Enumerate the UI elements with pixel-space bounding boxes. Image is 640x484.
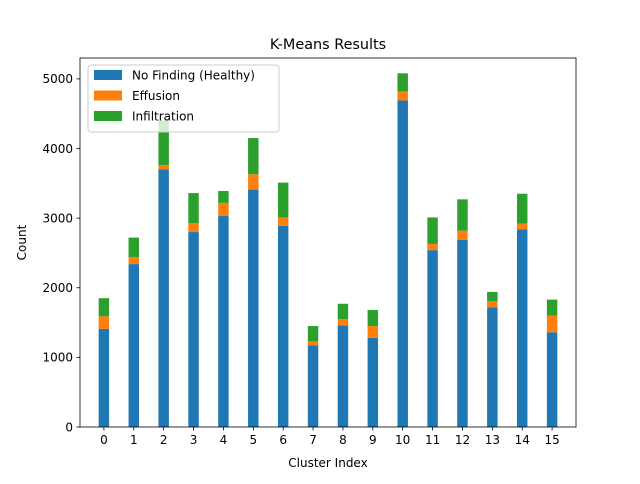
x-tick-label-15: 15 — [544, 433, 559, 447]
bar-segment-0-cluster-6 — [277, 225, 289, 427]
x-tick-label-9: 9 — [369, 433, 377, 447]
bar-segment-2-cluster-15 — [546, 299, 558, 316]
plot-frame — [79, 57, 577, 428]
bar-segment-1-cluster-13 — [487, 300, 498, 308]
legend: No Finding (Healthy) Effusion Infiltration — [87, 64, 280, 133]
x-tick-label-11: 11 — [425, 433, 440, 447]
bar-segment-2-cluster-7 — [307, 326, 319, 342]
legend-label-2: Infiltration — [132, 110, 194, 124]
legend-swatch-0 — [94, 70, 122, 80]
legend-label-1: Effusion — [132, 89, 180, 103]
bar-segment-2-cluster-13 — [487, 291, 498, 301]
bar-segment-1-cluster-6 — [277, 217, 289, 226]
bar-segment-2-cluster-1 — [128, 237, 140, 258]
bar-segment-1-cluster-10 — [397, 91, 408, 101]
bar-segment-2-cluster-12 — [457, 199, 468, 231]
x-tick-label-10: 10 — [395, 433, 410, 447]
y-tick-label-5000: 5000 — [42, 72, 73, 86]
bar-segment-1-cluster-3 — [188, 223, 199, 233]
bar-segment-1-cluster-11 — [427, 243, 438, 251]
x-axis: 0 1 2 3 4 5 6 7 8 9 10 11 12 13 14 15 — [100, 427, 560, 447]
bar-segment-0-cluster-1 — [128, 264, 140, 427]
x-tick-label-14: 14 — [515, 433, 530, 447]
bar-segment-1-cluster-15 — [546, 315, 558, 333]
bar-segment-1-cluster-14 — [516, 223, 528, 230]
x-axis-label: Cluster Index — [288, 456, 367, 470]
bar-segment-1-cluster-1 — [128, 257, 140, 265]
bar-segment-2-cluster-4 — [218, 190, 229, 203]
x-tick-label-2: 2 — [160, 433, 168, 447]
bar-segment-0-cluster-2 — [158, 169, 169, 427]
bar-segment-2-cluster-10 — [397, 73, 408, 92]
bar-segment-0-cluster-4 — [218, 216, 229, 427]
x-tick-label-4: 4 — [220, 433, 228, 447]
bar-segment-1-cluster-4 — [218, 202, 229, 217]
bar-segment-1-cluster-5 — [248, 174, 259, 190]
bar-segment-2-cluster-0 — [98, 298, 110, 317]
bar-segment-2-cluster-11 — [427, 217, 438, 244]
legend-label-0: No Finding (Healthy) — [132, 69, 255, 83]
x-tick-label-13: 13 — [485, 433, 500, 447]
x-tick-label-6: 6 — [279, 433, 287, 447]
bar-segment-0-cluster-11 — [427, 250, 438, 427]
x-tick-label-0: 0 — [100, 433, 108, 447]
y-tick-label-2000: 2000 — [42, 281, 73, 295]
legend-swatch-1 — [94, 90, 122, 101]
legend-frame — [87, 64, 280, 133]
bar-segment-2-cluster-6 — [277, 182, 289, 218]
x-tick-label-7: 7 — [309, 433, 317, 447]
chart-title: K-Means Results — [270, 37, 386, 53]
y-tick-label-3000: 3000 — [42, 211, 73, 225]
bar-segment-0-cluster-10 — [397, 100, 408, 427]
x-tick-label-1: 1 — [130, 433, 138, 447]
legend-swatch-2 — [94, 111, 122, 121]
bar-segment-1-cluster-8 — [337, 319, 349, 326]
bar-segment-1-cluster-2 — [158, 165, 169, 170]
bar-segment-0-cluster-8 — [337, 325, 349, 427]
bar-segment-0-cluster-5 — [248, 189, 259, 427]
y-tick-label-1000: 1000 — [42, 351, 73, 365]
bar-segment-0-cluster-14 — [516, 229, 528, 427]
bar-segment-0-cluster-12 — [457, 239, 468, 427]
x-tick-label-3: 3 — [190, 433, 198, 447]
bar-segment-1-cluster-9 — [367, 326, 379, 338]
bar-segment-2-cluster-14 — [516, 193, 528, 224]
bar-segment-0-cluster-7 — [307, 345, 319, 427]
y-axis-label: Count — [15, 224, 29, 260]
bar-segment-2-cluster-3 — [188, 193, 199, 224]
x-tick-label-12: 12 — [455, 433, 470, 447]
bar-segment-2-cluster-2 — [158, 120, 169, 166]
bar-segment-2-cluster-9 — [367, 310, 379, 327]
bar-segment-0-cluster-15 — [546, 332, 558, 427]
bar-segment-1-cluster-0 — [98, 316, 110, 329]
y-tick-label-0: 0 — [65, 420, 73, 434]
bar-segment-0-cluster-0 — [98, 328, 110, 427]
bar-segment-0-cluster-9 — [367, 337, 379, 427]
bars-group — [98, 73, 558, 427]
x-tick-label-8: 8 — [339, 433, 347, 447]
y-axis: 0 1000 2000 3000 4000 5000 — [42, 72, 80, 434]
bar-segment-1-cluster-7 — [307, 341, 319, 346]
y-tick-label-4000: 4000 — [42, 142, 73, 156]
bar-segment-0-cluster-3 — [188, 232, 199, 427]
x-tick-label-5: 5 — [249, 433, 257, 447]
bar-segment-0-cluster-13 — [487, 307, 498, 427]
bar-segment-1-cluster-12 — [457, 230, 468, 240]
bar-segment-2-cluster-5 — [248, 138, 259, 175]
bar-segment-2-cluster-8 — [337, 303, 349, 320]
